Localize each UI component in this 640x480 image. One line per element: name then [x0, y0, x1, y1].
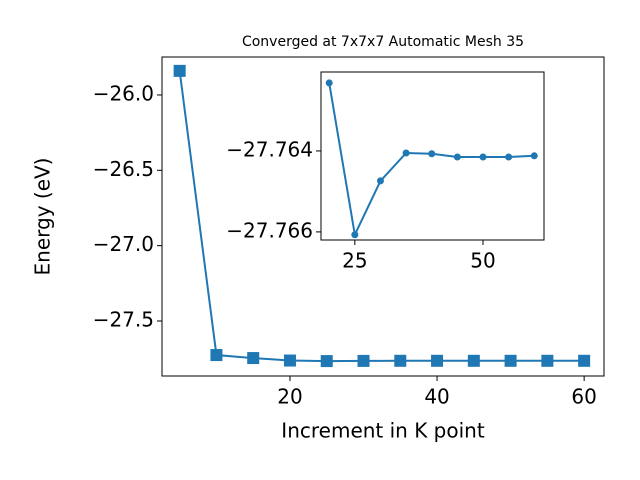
- x-tick-label: 20: [277, 385, 302, 409]
- point: [325, 79, 333, 87]
- y-tick-label: −26.5: [93, 157, 154, 181]
- point: [504, 354, 517, 367]
- point: [505, 153, 513, 161]
- chart-title: Converged at 7x7x7 Automatic Mesh 35: [242, 34, 524, 50]
- y-tick-label: −27.766: [226, 218, 313, 242]
- y-tick-label: −27.764: [226, 137, 313, 161]
- point: [247, 352, 260, 365]
- point: [479, 153, 487, 161]
- point: [467, 354, 480, 367]
- point: [283, 354, 296, 367]
- point: [402, 149, 410, 157]
- x-tick-label: 25: [342, 249, 367, 273]
- plot-frame: [320, 71, 545, 241]
- point: [453, 153, 461, 161]
- point: [394, 354, 407, 367]
- point: [428, 150, 436, 158]
- x-tick-label: 60: [571, 385, 596, 409]
- point: [351, 231, 359, 239]
- x-axis-label: Increment in K point: [281, 419, 485, 443]
- plot-frame: [161, 56, 605, 377]
- point: [541, 354, 554, 367]
- y-axis-label: Energy (eV): [31, 158, 55, 276]
- point: [530, 152, 538, 160]
- point: [578, 354, 591, 367]
- point: [357, 354, 370, 367]
- point: [431, 354, 444, 367]
- x-tick-label: 50: [470, 249, 495, 273]
- y-tick-label: −27.0: [93, 232, 154, 256]
- y-tick-label: −26.0: [93, 81, 154, 105]
- x-tick-label: 40: [424, 385, 449, 409]
- point: [376, 177, 384, 185]
- point: [173, 64, 186, 77]
- series-line: [178, 70, 585, 363]
- point: [320, 355, 333, 368]
- point: [210, 349, 223, 362]
- y-tick-label: −27.5: [93, 308, 154, 332]
